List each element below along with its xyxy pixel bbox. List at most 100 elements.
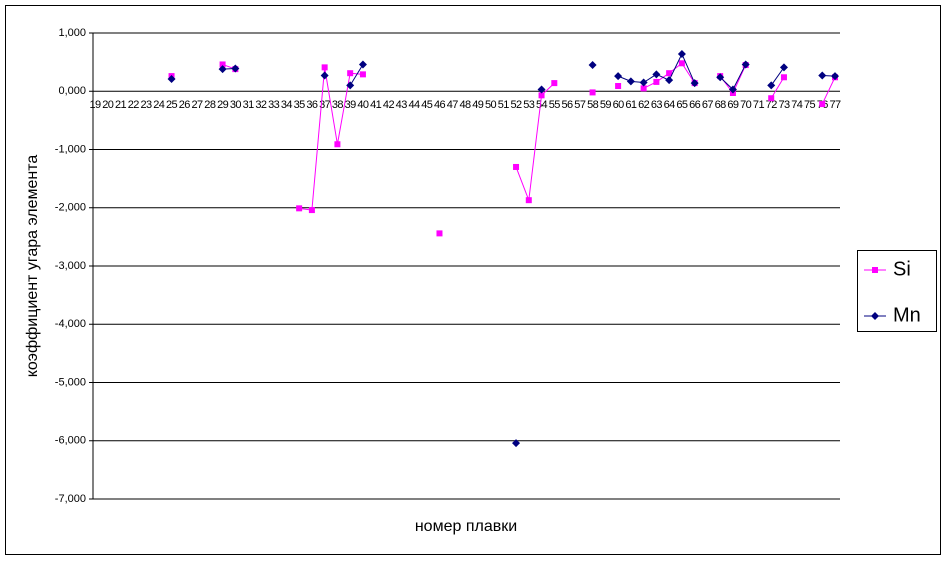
- y-tick-label: -5,000: [55, 376, 86, 388]
- x-tick-label: 22: [128, 99, 140, 111]
- x-tick-label: 69: [727, 99, 739, 111]
- data-point: [640, 85, 647, 92]
- x-tick-label: 48: [459, 99, 471, 111]
- x-tick-label: 63: [651, 99, 663, 111]
- x-tick-label: 67: [702, 99, 714, 111]
- x-tick-label: 64: [664, 99, 676, 111]
- data-point: [512, 439, 521, 448]
- x-tick-label: 33: [268, 99, 280, 111]
- data-point: [653, 78, 660, 85]
- x-tick-label: 25: [166, 99, 178, 111]
- data-point: [666, 70, 673, 77]
- x-tick-label: 74: [791, 99, 803, 111]
- x-tick-label: 70: [740, 99, 752, 111]
- x-tick-label: 19: [89, 99, 101, 111]
- data-point: [819, 101, 826, 108]
- x-tick-label: 53: [523, 99, 535, 111]
- data-point: [615, 83, 622, 90]
- data-point: [321, 64, 328, 71]
- x-tick-label: 50: [485, 99, 497, 111]
- y-tick-label: 0,000: [58, 85, 86, 97]
- data-point: [588, 61, 597, 70]
- data-point: [768, 95, 775, 102]
- x-tick-label: 65: [676, 99, 688, 111]
- x-tick-label: 52: [511, 99, 523, 111]
- data-point: [537, 85, 546, 94]
- x-tick-label: 75: [804, 99, 816, 111]
- x-tick-label: 72: [766, 99, 778, 111]
- data-point: [779, 63, 788, 72]
- data-point: [639, 78, 648, 87]
- x-tick-label: 37: [319, 99, 331, 111]
- x-axis-title: номер плавки: [415, 518, 517, 535]
- data-point: [551, 80, 558, 87]
- y-tick-label: -7,000: [55, 493, 86, 505]
- data-point: [614, 72, 623, 81]
- x-tick-label: 39: [345, 99, 357, 111]
- x-tick-label: 35: [294, 99, 306, 111]
- x-tick-label: 60: [613, 99, 625, 111]
- y-tick-label: -6,000: [55, 435, 86, 447]
- data-point: [358, 60, 367, 69]
- data-point: [538, 92, 545, 99]
- y-axis-title: коэффициент угара элемента: [24, 155, 41, 378]
- data-point: [716, 73, 725, 82]
- x-tick-label: 42: [383, 99, 395, 111]
- x-tick-label: 36: [306, 99, 318, 111]
- x-tick-label: 34: [281, 99, 293, 111]
- x-tick-label: 54: [536, 99, 548, 111]
- data-point: [589, 89, 596, 96]
- data-point: [167, 75, 176, 84]
- x-tick-label: 71: [753, 99, 765, 111]
- x-tick-label: 20: [102, 99, 114, 111]
- data-point: [219, 61, 226, 68]
- data-point: [728, 85, 737, 94]
- data-point: [626, 77, 635, 86]
- data-point: [513, 163, 520, 170]
- data-point: [218, 65, 227, 74]
- data-point: [525, 197, 532, 204]
- data-point: [231, 64, 240, 73]
- x-tick-label: 29: [217, 99, 229, 111]
- x-tick-label: 24: [153, 99, 165, 111]
- data-point: [347, 70, 354, 77]
- data-point: [320, 71, 329, 80]
- x-tick-label: 41: [370, 99, 382, 111]
- x-tick-label: 73: [778, 99, 790, 111]
- data-point: [678, 60, 685, 67]
- x-tick-label: 57: [574, 99, 586, 111]
- y-tick-label: -4,000: [55, 318, 86, 330]
- data-point: [818, 71, 827, 80]
- data-point: [831, 72, 839, 81]
- x-tick-label: 62: [638, 99, 650, 111]
- y-tick-label: -3,000: [55, 260, 86, 272]
- x-tick-label: 45: [421, 99, 433, 111]
- legend-box: [857, 250, 937, 332]
- x-tick-label: 43: [396, 99, 408, 111]
- x-tick-label: 46: [434, 99, 446, 111]
- data-point: [346, 81, 355, 90]
- x-tick-label: 40: [357, 99, 369, 111]
- data-point: [677, 49, 686, 58]
- x-tick-label: 66: [689, 99, 701, 111]
- data-point: [665, 76, 674, 85]
- x-tick-label: 68: [715, 99, 727, 111]
- data-point: [296, 205, 303, 212]
- x-tick-label: 38: [332, 99, 344, 111]
- x-tick-label: 32: [255, 99, 267, 111]
- legend-label: Si: [893, 258, 911, 280]
- x-tick-label: 61: [625, 99, 637, 111]
- data-point: [308, 207, 315, 214]
- x-tick-label: 55: [549, 99, 561, 111]
- x-tick-label: 30: [230, 99, 242, 111]
- x-tick-label: 49: [472, 99, 484, 111]
- x-tick-label: 27: [192, 99, 204, 111]
- x-tick-label: 28: [204, 99, 216, 111]
- data-point: [780, 74, 787, 81]
- x-tick-label: 51: [498, 99, 510, 111]
- x-tick-label: 44: [408, 99, 420, 111]
- legend-label: Mn: [893, 304, 921, 326]
- y-tick-label: -1,000: [55, 143, 86, 155]
- legend-marker: [871, 312, 879, 320]
